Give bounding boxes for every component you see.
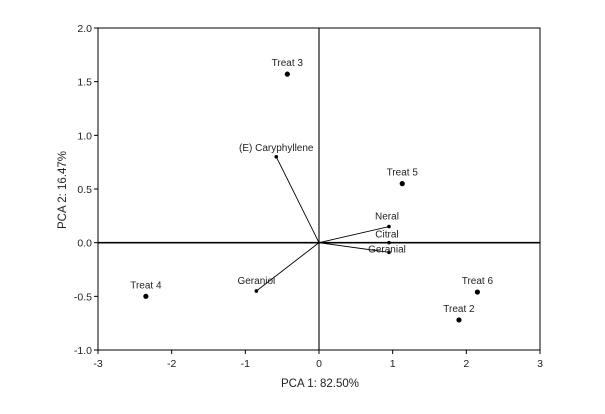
score-point (284, 71, 290, 77)
x-tick-label: 2 (463, 358, 469, 370)
loading-vector-label: (E) Caryphyllene (239, 143, 314, 154)
x-tick-label: 1 (390, 358, 396, 370)
loading-vector-label: Geranial (368, 244, 406, 255)
loading-vector-end (274, 155, 279, 159)
score-point-label: Treat 4 (130, 280, 162, 291)
x-axis-title: PCA 1: 82.50% (281, 378, 359, 390)
score-point-label: Treat 5 (387, 168, 419, 179)
score-point-label: Treat 2 (443, 304, 475, 315)
score-point-label: Treat 3 (272, 58, 304, 69)
y-tick-label: 0.0 (77, 238, 92, 250)
loading-vector-end (387, 224, 391, 229)
x-tick-label: -3 (93, 358, 102, 370)
y-tick-label: -0.5 (74, 291, 92, 303)
loading-vector (318, 226, 390, 244)
score-point-label: Treat 6 (462, 276, 494, 287)
y-axis-title: PCA 2: 16.47% (57, 151, 69, 229)
loading-vector (318, 242, 390, 253)
y-tick-label: 2.0 (77, 23, 92, 35)
loading-vector-end (387, 250, 391, 255)
y-tick-label: -1.0 (74, 345, 92, 357)
score-point (143, 293, 149, 299)
y-tick-label: 0.5 (77, 184, 92, 196)
loading-vector-label: Citral (375, 230, 398, 241)
score-point (474, 289, 480, 295)
x-tick-label: 0 (316, 358, 322, 370)
loading-vector-label: Geraniol (237, 276, 275, 287)
y-tick-label: 1.5 (77, 77, 92, 89)
loading-vector (275, 156, 320, 243)
x-tick-label: -1 (241, 358, 250, 370)
x-tick-label: 3 (537, 358, 543, 370)
loading-vector (256, 242, 320, 292)
loading-vector-label: Neral (375, 212, 399, 223)
y-tick-label: 1.0 (77, 130, 92, 142)
loading-vector-end (254, 289, 259, 293)
loading-vector-end (387, 240, 391, 245)
score-point (399, 181, 405, 187)
x-tick-label: -2 (167, 358, 176, 370)
score-point (456, 317, 462, 323)
